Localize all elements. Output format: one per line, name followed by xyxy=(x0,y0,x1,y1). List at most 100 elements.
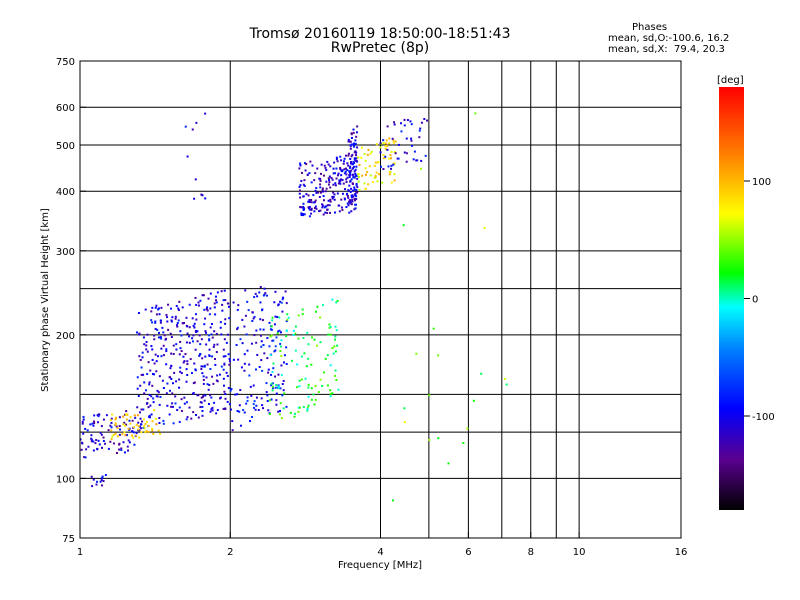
data-point xyxy=(174,315,177,318)
data-point xyxy=(261,319,264,322)
data-point xyxy=(227,387,230,390)
data-point xyxy=(132,436,135,439)
data-point xyxy=(349,140,352,143)
data-point xyxy=(335,301,338,304)
chart-subtitle: RwPretec (8p) xyxy=(330,40,430,56)
data-point xyxy=(350,133,353,136)
data-point xyxy=(222,355,225,358)
data-point xyxy=(150,345,153,348)
data-point xyxy=(333,374,336,377)
data-point xyxy=(326,160,329,163)
data-point xyxy=(157,336,160,339)
data-point xyxy=(277,387,280,390)
data-point xyxy=(279,410,282,413)
data-point xyxy=(152,401,155,404)
data-point xyxy=(259,328,262,331)
data-point xyxy=(137,421,140,424)
data-point xyxy=(189,358,192,361)
data-point xyxy=(348,184,351,187)
data-point xyxy=(277,304,280,307)
data-point xyxy=(314,385,317,388)
data-point xyxy=(136,406,139,409)
data-point xyxy=(156,355,159,358)
data-point xyxy=(272,367,275,370)
data-point xyxy=(318,196,321,199)
data-point xyxy=(213,302,216,305)
data-point xyxy=(140,431,143,434)
data-point xyxy=(165,337,168,340)
data-point xyxy=(172,422,175,425)
data-point xyxy=(110,421,113,424)
data-point xyxy=(266,294,269,297)
data-point xyxy=(194,369,197,372)
data-point xyxy=(250,415,253,418)
data-point xyxy=(354,154,357,157)
data-point xyxy=(332,172,335,175)
data-point xyxy=(191,128,194,131)
data-point xyxy=(251,319,254,322)
data-point xyxy=(351,173,354,176)
data-point xyxy=(243,369,246,372)
data-point xyxy=(356,125,359,128)
data-point xyxy=(166,320,169,323)
data-point xyxy=(193,362,196,365)
data-point xyxy=(260,345,263,348)
data-point xyxy=(101,484,104,487)
data-point xyxy=(151,321,154,324)
data-point xyxy=(428,438,431,441)
data-point xyxy=(420,159,423,162)
data-point xyxy=(105,414,108,417)
data-point xyxy=(97,413,100,416)
data-point xyxy=(350,162,353,165)
data-point xyxy=(203,323,206,326)
data-point xyxy=(302,206,305,209)
data-point xyxy=(341,192,344,195)
data-point xyxy=(274,315,277,318)
data-point xyxy=(172,352,175,355)
data-point xyxy=(271,382,274,385)
data-point xyxy=(299,162,302,165)
data-point xyxy=(385,139,388,142)
data-point xyxy=(313,403,316,406)
data-point xyxy=(328,323,331,326)
data-point xyxy=(133,443,136,446)
data-point xyxy=(343,172,346,175)
data-point xyxy=(278,329,281,332)
data-point xyxy=(133,414,136,417)
data-point xyxy=(226,400,229,403)
data-point xyxy=(349,201,352,204)
data-point xyxy=(403,118,406,121)
data-point xyxy=(339,155,342,158)
data-point xyxy=(310,212,313,215)
data-point xyxy=(151,429,154,432)
data-point xyxy=(252,403,255,406)
data-point xyxy=(277,385,280,388)
data-point xyxy=(319,209,322,212)
data-point xyxy=(239,389,242,392)
data-point xyxy=(392,141,395,144)
data-point xyxy=(162,387,165,390)
data-point xyxy=(92,478,95,481)
data-point xyxy=(370,150,373,153)
data-point xyxy=(425,119,428,122)
data-point xyxy=(388,170,391,173)
data-point xyxy=(344,170,347,173)
data-point xyxy=(102,418,105,421)
data-point xyxy=(185,316,188,319)
data-point xyxy=(361,146,364,149)
data-point xyxy=(90,438,93,441)
data-point xyxy=(186,373,189,376)
data-point xyxy=(262,344,265,347)
data-point xyxy=(195,318,198,321)
data-point xyxy=(314,199,317,202)
data-point xyxy=(118,416,121,419)
y-tick-label: 600 xyxy=(56,103,75,114)
data-point xyxy=(112,442,115,445)
y-tick-label: 500 xyxy=(56,141,75,152)
data-point xyxy=(230,408,233,411)
data-point xyxy=(126,413,129,416)
y-tick-label: 400 xyxy=(56,187,75,198)
data-point xyxy=(127,449,130,452)
data-point xyxy=(355,131,358,134)
data-point xyxy=(353,161,356,164)
